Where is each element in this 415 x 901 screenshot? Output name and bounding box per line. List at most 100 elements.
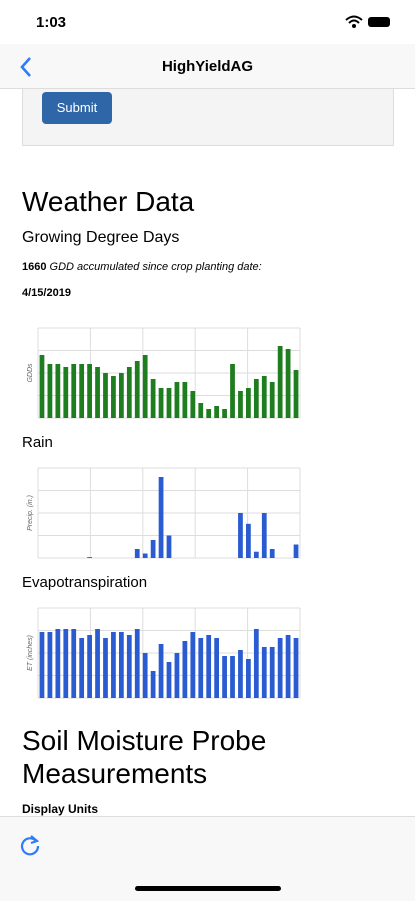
bar bbox=[190, 391, 196, 418]
bar bbox=[63, 629, 69, 698]
bar bbox=[246, 659, 251, 698]
bar bbox=[87, 635, 92, 698]
bar bbox=[190, 632, 196, 698]
status-icons bbox=[345, 15, 390, 28]
bar bbox=[222, 656, 227, 698]
bar bbox=[253, 551, 259, 558]
home-indicator bbox=[135, 886, 281, 891]
bar bbox=[118, 632, 124, 698]
bar bbox=[71, 629, 77, 698]
bar bbox=[142, 355, 148, 418]
bar bbox=[150, 379, 156, 418]
back-button[interactable] bbox=[18, 56, 34, 78]
bar bbox=[261, 647, 267, 698]
et-chart: ET (inches) bbox=[27, 607, 301, 699]
bar bbox=[158, 477, 164, 558]
bar bbox=[39, 355, 45, 418]
bar bbox=[158, 644, 164, 698]
bar bbox=[285, 635, 291, 698]
bar bbox=[206, 409, 212, 418]
bar bbox=[166, 662, 172, 698]
bar bbox=[182, 382, 188, 418]
bar bbox=[174, 653, 180, 698]
subheading: Evapotranspiration bbox=[22, 574, 148, 591]
bar bbox=[142, 553, 148, 558]
refresh-button[interactable] bbox=[18, 833, 42, 857]
bar bbox=[87, 557, 92, 558]
bar bbox=[277, 638, 283, 698]
bar bbox=[134, 629, 140, 698]
bar bbox=[238, 513, 243, 558]
bar bbox=[87, 364, 92, 418]
bar bbox=[269, 647, 275, 698]
y-axis-label: ET (inches) bbox=[27, 635, 34, 671]
gdd-summary: 1660 GDD accumulated since crop planting… bbox=[22, 261, 362, 273]
bar bbox=[198, 403, 204, 418]
bar bbox=[261, 376, 267, 418]
y-axis-label: GDDs bbox=[27, 363, 34, 383]
bar bbox=[63, 367, 69, 418]
display-units: Display Units bbox=[22, 802, 99, 816]
bar bbox=[182, 641, 188, 698]
bar bbox=[214, 638, 220, 698]
subheading: Growing Degree Days bbox=[22, 229, 180, 246]
bar bbox=[253, 379, 259, 418]
bar bbox=[118, 373, 124, 418]
bar bbox=[134, 361, 140, 418]
planting-date: 4/15/2019 bbox=[22, 287, 71, 299]
nav-bar bbox=[0, 44, 415, 89]
heading: Weather Data bbox=[22, 186, 195, 217]
bar bbox=[222, 409, 227, 418]
status-time: 1:03 bbox=[36, 14, 67, 31]
bar bbox=[126, 367, 132, 418]
bar bbox=[269, 382, 275, 418]
bar bbox=[79, 364, 85, 418]
bar bbox=[206, 635, 212, 698]
bar bbox=[39, 632, 45, 698]
bar bbox=[293, 544, 299, 558]
bar bbox=[103, 373, 108, 418]
bar bbox=[285, 349, 291, 418]
bar bbox=[238, 391, 243, 418]
gdd-chart: GDDs bbox=[27, 327, 301, 419]
rain-chart: Precip. (in.) bbox=[27, 467, 301, 559]
bar bbox=[174, 382, 180, 418]
submit-button[interactable]: Submit bbox=[42, 92, 112, 124]
bar bbox=[150, 671, 156, 698]
bar bbox=[253, 629, 259, 698]
bar bbox=[111, 376, 116, 418]
bar bbox=[166, 388, 172, 418]
nav-title: HighYieldAG bbox=[161, 58, 254, 75]
gdd-text: GDD accumulated since crop planting date… bbox=[49, 261, 262, 273]
y-axis-label: Precip. (in.) bbox=[27, 495, 34, 531]
bar bbox=[230, 364, 235, 418]
bar bbox=[95, 367, 100, 418]
bar bbox=[55, 629, 61, 698]
bar bbox=[158, 388, 164, 418]
bar bbox=[293, 370, 299, 418]
bar bbox=[261, 513, 267, 558]
bar bbox=[246, 388, 251, 418]
heading: Soil Moisture Probe Measurements bbox=[22, 725, 267, 789]
bar bbox=[269, 549, 275, 558]
bar bbox=[95, 629, 100, 698]
bar bbox=[246, 523, 251, 558]
bar bbox=[126, 635, 132, 698]
bar bbox=[111, 632, 116, 698]
bar bbox=[71, 364, 77, 418]
bar bbox=[47, 632, 53, 698]
bar bbox=[79, 638, 85, 698]
gdd-total: 1660 bbox=[22, 261, 47, 273]
bar bbox=[150, 540, 156, 558]
bar bbox=[103, 638, 108, 698]
bar bbox=[238, 650, 243, 698]
bar bbox=[230, 656, 235, 698]
bar bbox=[55, 364, 61, 418]
bar bbox=[293, 638, 299, 698]
bar bbox=[47, 364, 53, 418]
bar bbox=[134, 549, 140, 558]
bar bbox=[214, 406, 220, 418]
subheading: Rain bbox=[22, 434, 53, 451]
bar bbox=[142, 653, 148, 698]
